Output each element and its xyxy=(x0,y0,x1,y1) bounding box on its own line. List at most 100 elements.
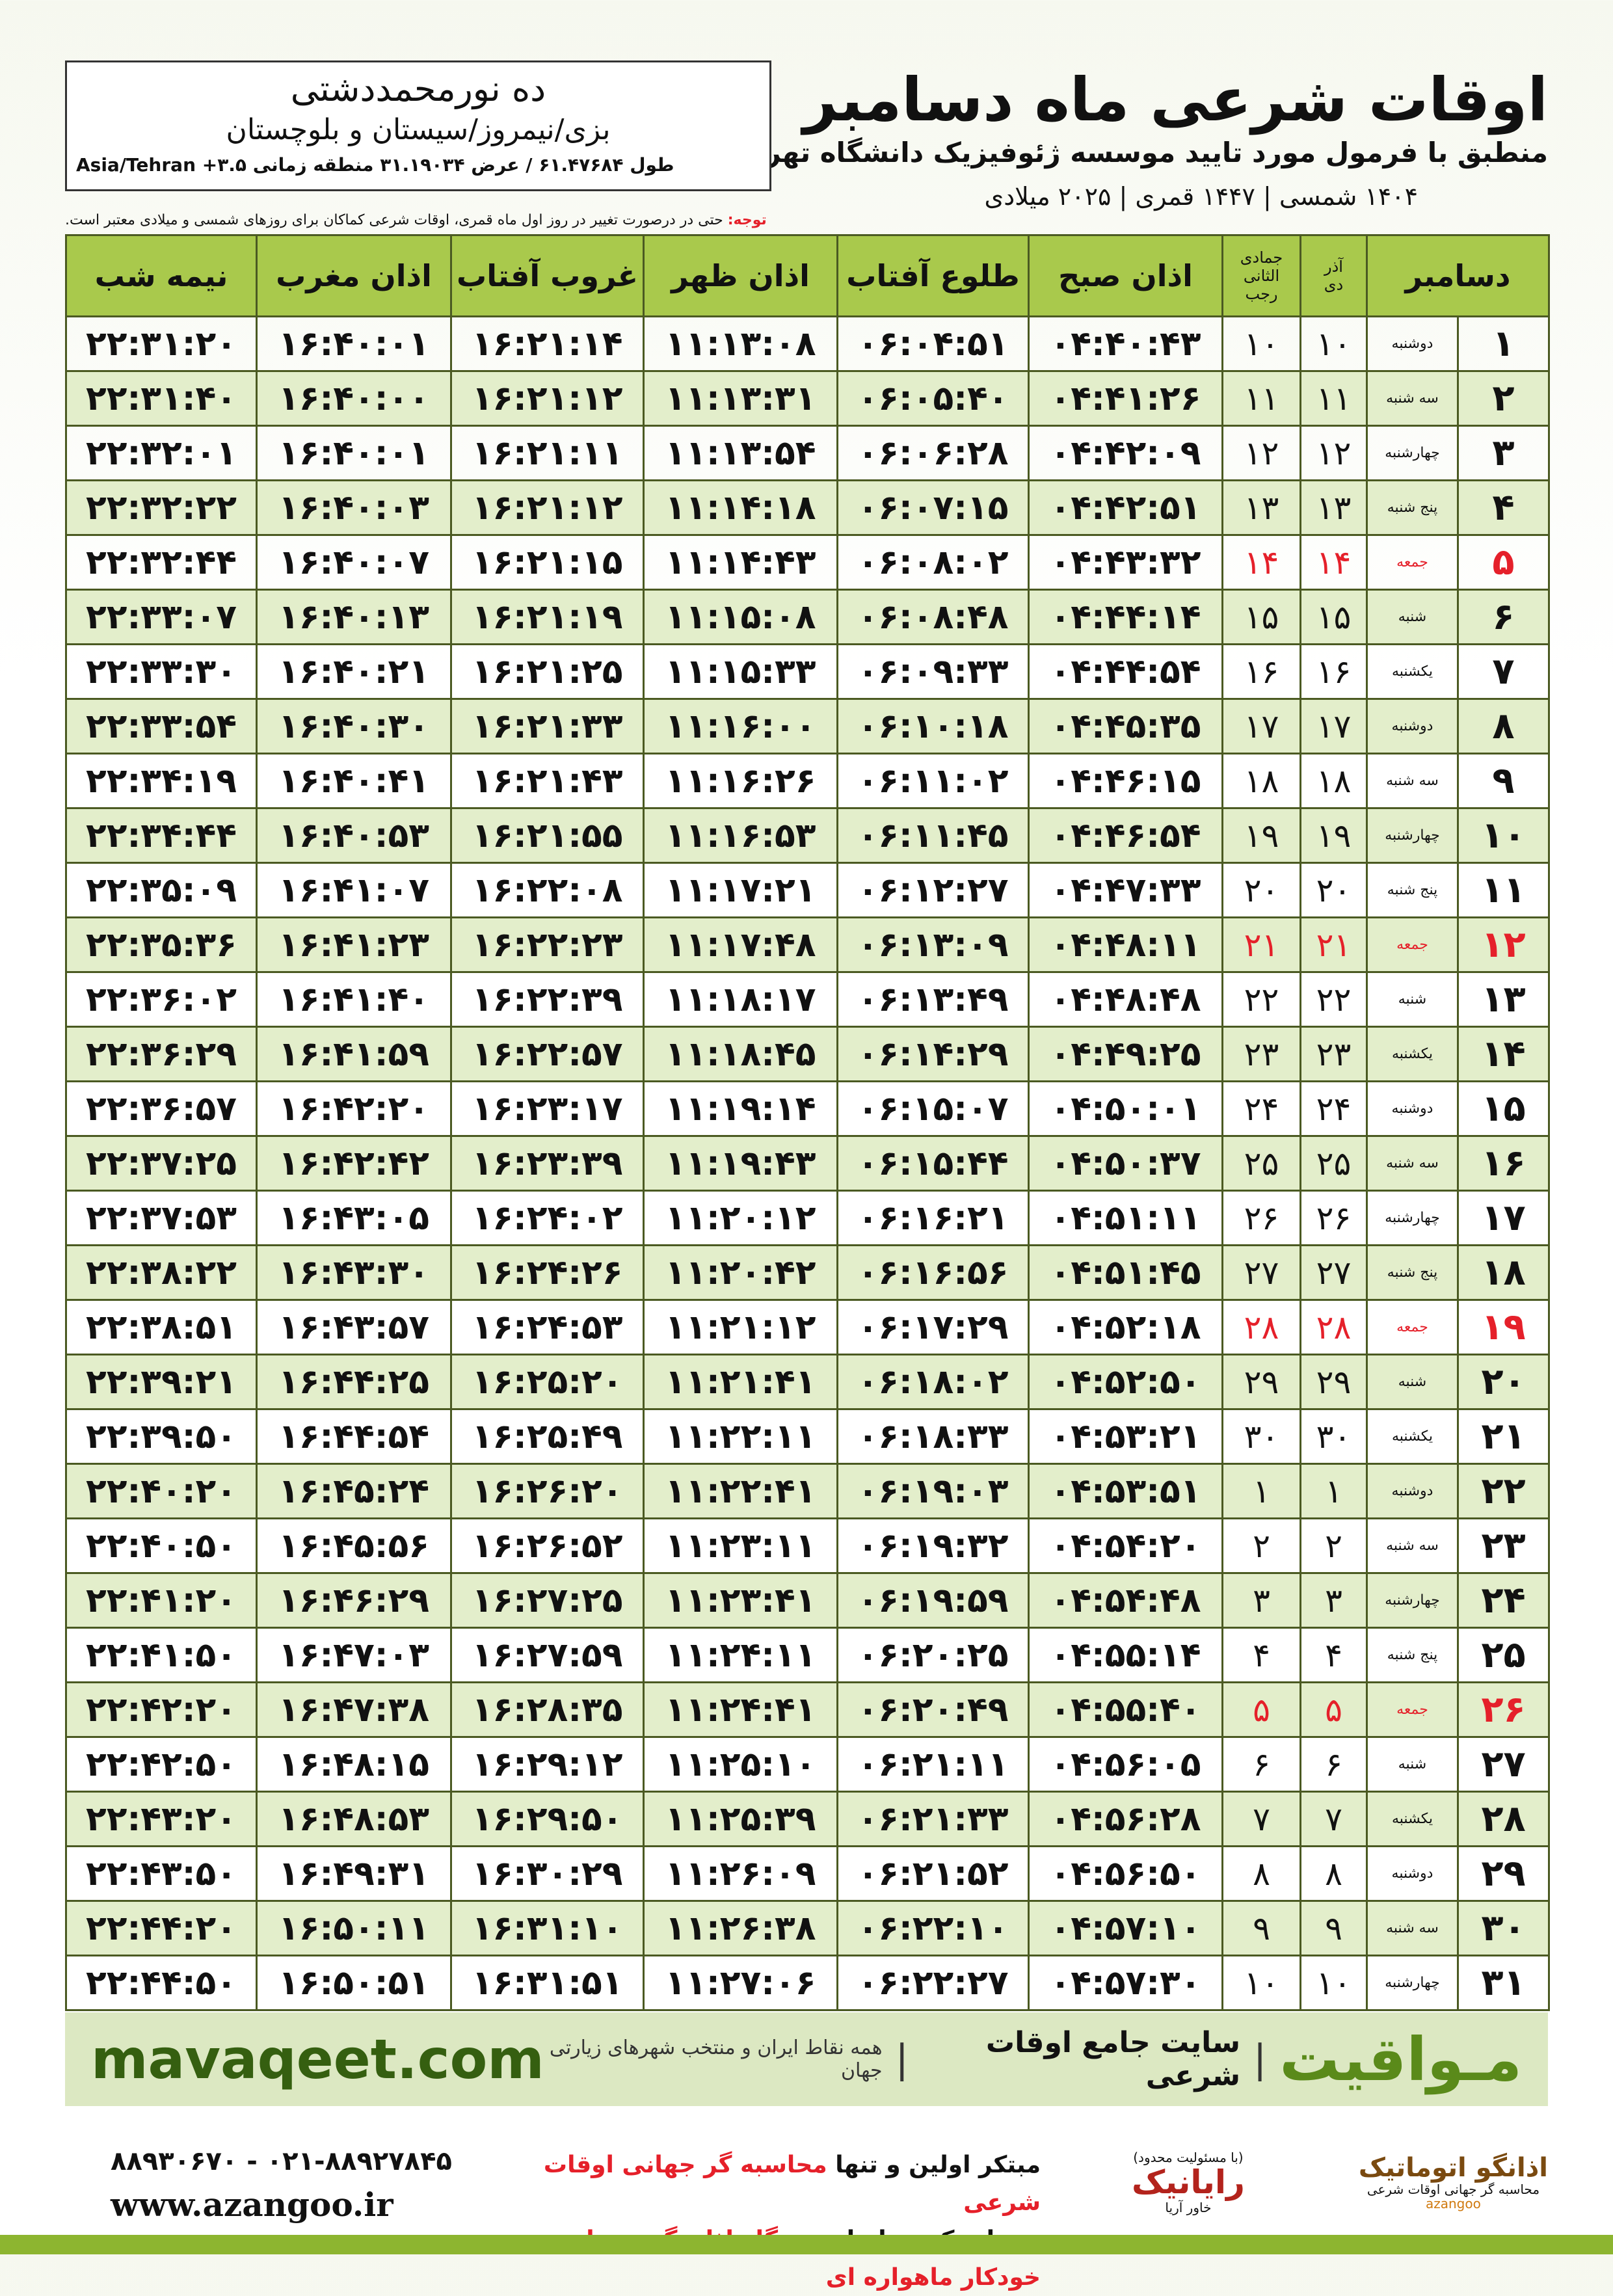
table-cell: ۲۵ xyxy=(1457,1627,1550,1683)
cell-text: ۱۶:۲۷:۵۹ xyxy=(472,1635,623,1675)
cell-text: چهارشنبه xyxy=(1385,1975,1440,1991)
table-cell: ۱۹ xyxy=(1221,807,1301,864)
table-cell: جمعه xyxy=(1366,534,1459,591)
cell-text: ۲۷ xyxy=(1244,1253,1279,1292)
cell-text: ۱۶:۲۲:۲۳ xyxy=(472,925,623,965)
cell-text: ۲۲:۴۱:۲۰ xyxy=(85,1581,237,1620)
table-cell: ۲۲:۴۲:۵۰ xyxy=(65,1736,258,1793)
table-cell: ۲۳ xyxy=(1300,1026,1368,1082)
cell-text: دوشنبه xyxy=(1391,718,1433,734)
cell-text: ۰۴:۵۰:۰۱ xyxy=(1050,1089,1201,1128)
cell-text: سه شنبه xyxy=(1386,1538,1439,1554)
cell-text: ۰۶:۲۱:۱۱ xyxy=(857,1744,1009,1784)
table-cell: ۲۲:۳۴:۴۴ xyxy=(65,807,258,864)
table-cell: ۱۱:۱۶:۵۳ xyxy=(643,807,838,864)
cell-text: ۰۶:۱۴:۲۹ xyxy=(857,1034,1009,1074)
cell-text: ۰۴:۴۴:۱۴ xyxy=(1050,597,1201,637)
cell-text: ۱۶:۴۰:۳۰ xyxy=(278,706,430,746)
cell-text: ۲۵ xyxy=(1481,1634,1526,1676)
table-cell: ۲۴ xyxy=(1457,1572,1550,1629)
cell-text: ۲۲ xyxy=(1481,1470,1526,1512)
cell-text: ۱۱:۲۲:۴۱ xyxy=(665,1471,816,1511)
cell-text: ۱۶:۲۸:۳۵ xyxy=(472,1690,623,1729)
table-cell: ۱۶:۴۰:۰۷ xyxy=(256,534,452,591)
table-row: ۲ سه شنبه ۱۱ ۱۱ ۰۴:۴۱:۲۶ ۰۶:۰۵:۴۰ ۱۱:۱۳:۳۱ ۱۶:۲… xyxy=(65,370,1550,427)
table-cell: ۰۴:۵۷:۱۰ xyxy=(1028,1900,1223,1956)
table-row: ۲۰ شنبه ۲۹ ۲۹ ۰۴:۵۲:۵۰ ۰۶:۱۸:۰۲ ۱۱:۲۱:۴۱ ۱۶:۲۵:… xyxy=(65,1354,1550,1410)
cell-text: ۱۶:۲۷:۲۵ xyxy=(472,1581,623,1620)
table-cell: ۱۶:۴۱:۵۹ xyxy=(256,1026,452,1082)
table-cell: ۱۶:۳۱:۱۰ xyxy=(450,1900,645,1956)
table-cell: ۱۶:۴۸:۵۳ xyxy=(256,1791,452,1847)
cell-text: ۰۴:۵۷:۳۰ xyxy=(1050,1963,1201,2003)
footer-line: مبتکر اولین و تنها محاسبه گر جهانی اوقات… xyxy=(507,2146,1041,2221)
cell-text: دوشنبه xyxy=(1391,336,1433,352)
table-cell: ۲۲:۳۹:۲۱ xyxy=(65,1354,258,1410)
table-row: ۲۴ چهارشنبه ۳ ۳ ۰۴:۵۴:۴۸ ۰۶:۱۹:۵۹ ۱۱:۲۳:۴۱ ۱۶:۲… xyxy=(65,1572,1550,1629)
table-cell: ۵ xyxy=(1221,1681,1301,1738)
table-cell: ۱۶:۴۹:۳۱ xyxy=(256,1845,452,1902)
table-cell: ۰۶:۱۹:۰۳ xyxy=(836,1463,1030,1519)
table-cell: ۱۱:۱۳:۳۱ xyxy=(643,370,838,427)
table-cell: ۱۶ xyxy=(1221,643,1301,700)
cell-text: ۲۰ xyxy=(1244,871,1279,909)
cell-text: ۲۲ xyxy=(1316,980,1352,1019)
location-region: بزی/نیمروز/سیستان و بلوچستان xyxy=(226,113,611,146)
cell-text: ۱۸ xyxy=(1316,762,1352,800)
cell-text: ۲۶ xyxy=(1244,1199,1279,1237)
logo-text: رایانیک xyxy=(1132,2163,1245,2201)
cell-text: ۱۶:۳۱:۵۱ xyxy=(472,1963,623,2003)
cell-text: جمعه xyxy=(1396,1319,1428,1335)
header-cell: دسامبر xyxy=(1366,234,1550,317)
subtitle: منطبق با فرمول مورد تایید موسسه ژئوفیزیک… xyxy=(732,137,1548,168)
table-cell: شنبه xyxy=(1366,971,1459,1028)
dates: ۱۴۰۴ شمسی | ۱۴۴۷ قمری | ۲۰۲۵ میلادی xyxy=(984,182,1418,211)
table-cell: ۱۶:۴۵:۲۴ xyxy=(256,1463,452,1519)
table-cell: ۱ xyxy=(1300,1463,1368,1519)
site[interactable]: mavaqeet.com xyxy=(91,2027,544,2091)
cell-text: ۰۶:۱۶:۵۶ xyxy=(857,1253,1009,1292)
table-cell: ۰۶:۱۶:۵۶ xyxy=(836,1244,1030,1301)
logos: اذانگو اتوماتیک محاسبه گر جهانی اوقات شر… xyxy=(1132,2140,1548,2224)
table-cell: ۱۱ xyxy=(1457,862,1550,918)
cell-text: ۱۷ xyxy=(1316,707,1352,745)
cell-text: ۲۲:۳۶:۰۲ xyxy=(85,980,237,1019)
cell-text: ۲۰ xyxy=(1316,871,1352,909)
table-cell: ۸ xyxy=(1457,698,1550,754)
table-cell: ۱۶:۲۳:۱۷ xyxy=(450,1080,645,1137)
table-cell: یکشنبه xyxy=(1366,1026,1459,1082)
cell-text: ۱۶:۲۹:۵۰ xyxy=(472,1799,623,1839)
website[interactable]: www.azangoo.ir xyxy=(111,2185,393,2224)
cell-text: ۱۱:۲۶:۳۸ xyxy=(665,1908,816,1948)
cell-text: ۱۶:۲۱:۱۵ xyxy=(472,542,623,582)
cell-text: ۳ xyxy=(1253,1581,1270,1620)
table-cell: ۲۲:۳۳:۵۴ xyxy=(65,698,258,754)
table-cell: ۰۴:۵۰:۳۷ xyxy=(1028,1135,1223,1192)
cell-text: ۷ xyxy=(1253,1800,1270,1838)
cell-text: یکشنبه xyxy=(1392,1046,1433,1062)
cell-text: ۰۶:۱۹:۳۲ xyxy=(857,1526,1009,1566)
cell-text: ۱۱:۲۰:۴۲ xyxy=(665,1253,816,1292)
table-cell: ۱۶:۲۸:۳۵ xyxy=(450,1681,645,1738)
table-cell: ۰۶:۰۸:۰۲ xyxy=(836,534,1030,591)
cell-text: ۱۶:۴۶:۲۹ xyxy=(278,1581,430,1620)
cell-text: ۲۲:۳۷:۵۳ xyxy=(85,1198,237,1238)
table-cell: سه شنبه xyxy=(1366,1135,1459,1192)
table-cell: ۱۶:۴۰:۵۳ xyxy=(256,807,452,864)
table-cell: ۲۲:۳۳:۰۷ xyxy=(65,589,258,645)
logo-sub: خاور آریا xyxy=(1165,2199,1212,2215)
cell-text: ۱۱:۱۳:۵۴ xyxy=(665,433,816,473)
table-cell: ۱۶:۴۲:۲۰ xyxy=(256,1080,452,1137)
cell-text: ۱۱ xyxy=(1481,869,1526,911)
cell-text: ۱۷ xyxy=(1481,1197,1526,1239)
table-cell: ۱۷ xyxy=(1221,698,1301,754)
header-cell: غروب آفتاب xyxy=(450,234,645,317)
cell-text: ۱۴ xyxy=(1244,543,1279,581)
table-cell: ۰۴:۵۰:۰۱ xyxy=(1028,1080,1223,1137)
cell-text: دوشنبه xyxy=(1391,1101,1433,1117)
table-cell: ۲۲:۳۶:۰۲ xyxy=(65,971,258,1028)
cell-text: ۰۶:۱۷:۲۹ xyxy=(857,1307,1009,1347)
table-cell: ۲۶ xyxy=(1300,1190,1368,1246)
cell-text: ۱۱:۲۵:۳۹ xyxy=(665,1799,816,1839)
cell-text: ۱۸ xyxy=(1244,762,1279,800)
